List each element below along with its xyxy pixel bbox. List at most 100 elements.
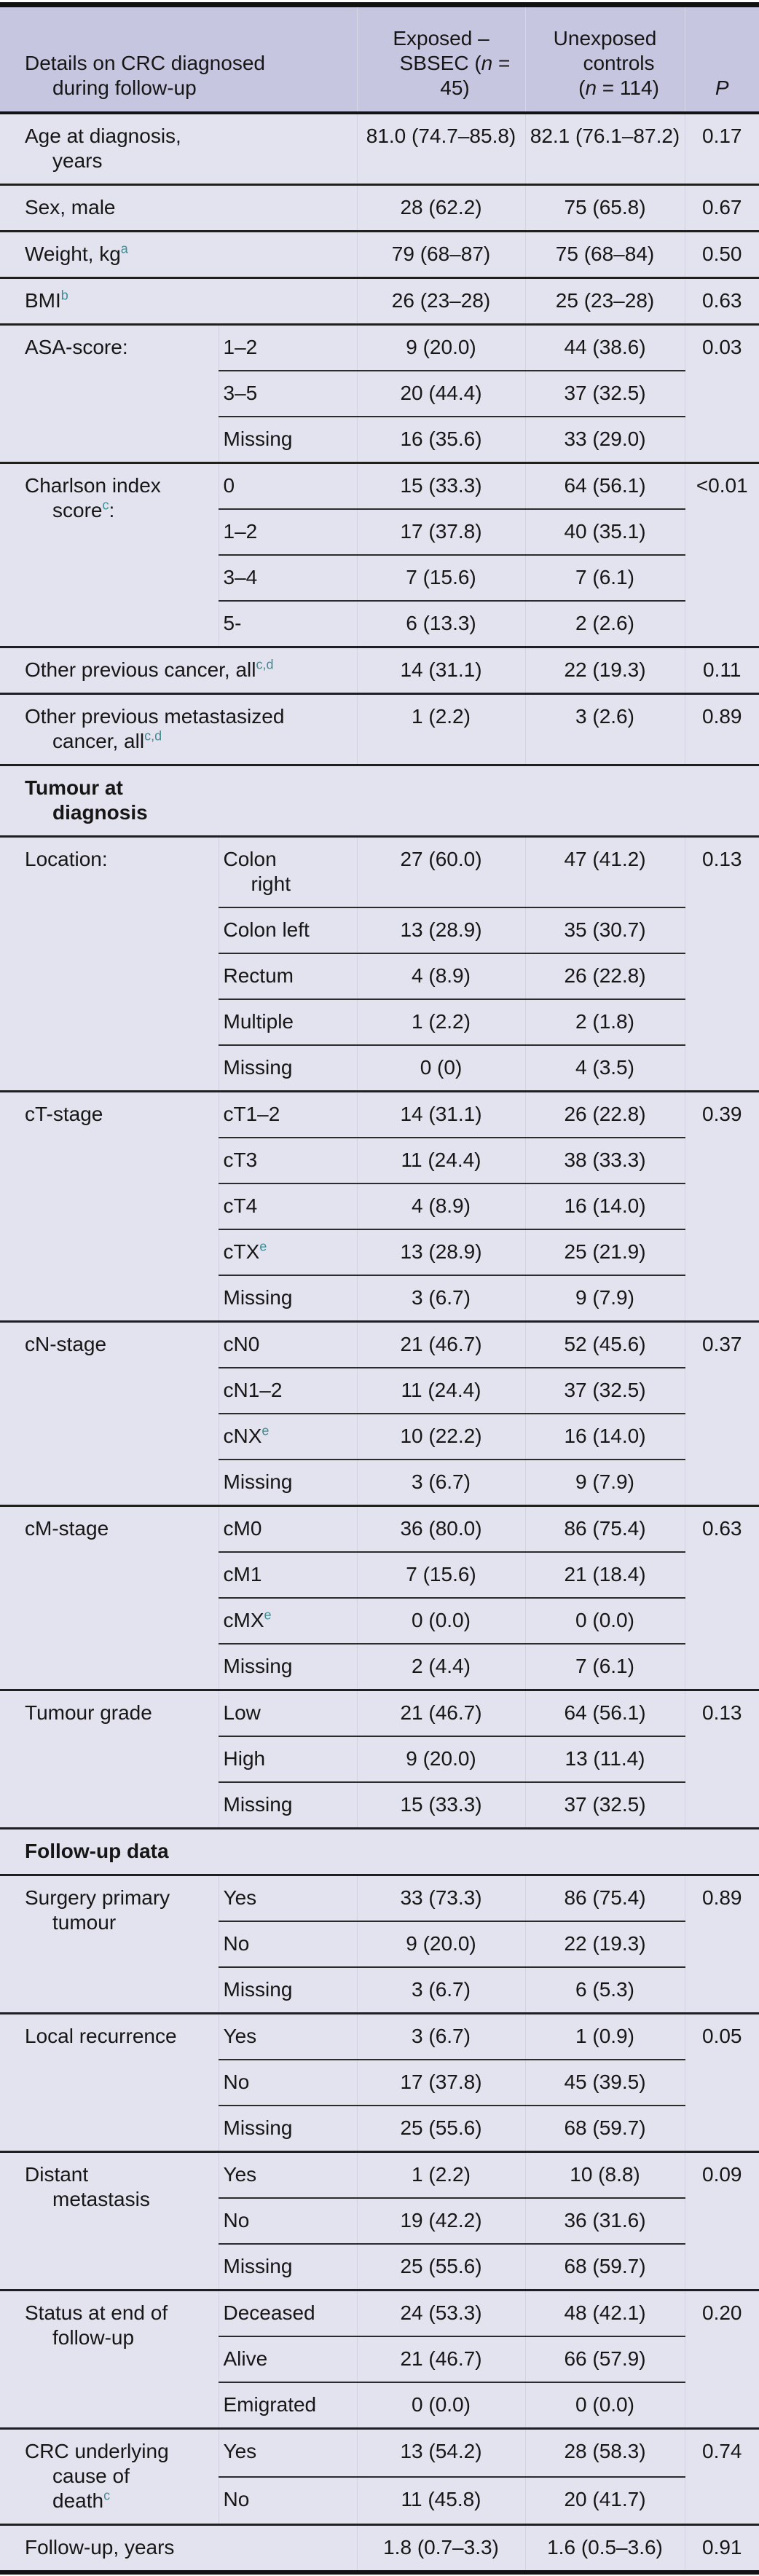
row-label: Distant metastasis [0,2151,219,2291]
p-value: 0.17 [684,111,759,185]
text-line: 25 (21.9) [564,1240,646,1263]
text-line: 6 (5.3) [575,1978,634,2001]
sub-label: cMXe [218,1598,357,1645]
text-line: 20 (41.7) [564,2487,646,2510]
col-header-unexposed: Unexposed controls (n = 114) [524,4,685,114]
text-line: Colon [223,848,277,870]
text-line: 11 (24.4) [401,1149,481,1171]
exposed-value: 2 (4.4) [356,1644,525,1690]
text-line: 7 (15.6) [406,1563,476,1586]
text-line: cancer, allc,d [52,728,162,752]
footnote-marker: c [103,2488,111,2503]
exposed-value: 21 (46.7) [356,2336,525,2383]
text-line: 75 (65.8) [564,196,646,218]
row-label: CRC underlying cause of deathc [0,2427,219,2525]
table-header: Details on CRC diagnosed during follow-up… [0,4,759,114]
exposed-value: 14 (31.1) [356,646,525,694]
text-line: 0.13 [702,848,742,870]
text-line: Follow-up data [25,1840,169,1862]
text-line: deathc [52,2488,111,2512]
table-subrow: Surgery primary tumour Yes 33 (73.3) 86 (75.… [0,1874,759,2014]
exposed-value: 7 (15.6) [356,555,525,602]
table-subrow: cT-stage cT1–2 14 (31.1) 26 (22.8) 0.39 [0,1090,759,1322]
text-line: 9 (7.9) [575,1286,634,1309]
sub-label: Missing [218,1644,357,1690]
table-subrow: cN-stage cN0 21 (46.7) 52 (45.6) 0.37 [0,1320,759,1506]
row-label: Sex, male [0,184,357,232]
row-label: Tumour grade [0,1689,219,1829]
text-line: 7 (6.1) [575,566,634,588]
text-line: 37 (32.5) [564,1793,646,1816]
text-line: 21 (18.4) [564,1563,646,1586]
p-value: 0.74 [684,2427,759,2525]
text-line: 13 (11.4) [565,1747,645,1770]
p-value: 0.13 [684,835,759,1092]
table-subrow: CRC underlying cause of deathc Yes 13 (54.2)… [0,2427,759,2525]
unexposed-value: 6 (5.3) [524,1967,685,2014]
unexposed-value: 3 (2.6) [524,693,685,765]
exposed-value: 28 (62.2) [356,184,525,232]
text-line: <0.01 [696,474,748,497]
text-line: 0 (0.0) [575,1609,634,1631]
text-line: 1 (0.9) [575,2025,634,2047]
table-row: BMIb 26 (23–28) 25 (23–28) 0.63 [0,277,759,325]
exposed-value: 21 (46.7) [356,1320,525,1368]
table-subrow: ASA-score: 1–2 9 (20.0) 44 (38.6) 0.03 [0,323,759,463]
text-line: Distant [25,2163,89,2186]
text-line: Details on CRC diagnosed [25,52,265,74]
sub-label: Missing [218,1967,357,2014]
text-line: Other previous cancer, allc,d [25,657,274,681]
unexposed-value: 36 (31.6) [524,2198,685,2245]
p-value: 0.50 [684,230,759,278]
sub-label: High [218,1736,357,1783]
text-line: metastasis [52,2188,150,2210]
exposed-value: 6 (13.3) [356,601,525,647]
table-subrow: Missing 3 (6.7) 9 (7.9) [0,1460,759,1506]
table-row: Other previous metastasized cancer, allc,… [0,693,759,765]
sub-label: Yes [218,1874,357,1922]
p-value: 0.03 [684,323,759,463]
unexposed-value: 33 (29.0) [524,417,685,463]
section-header: Tumour at diagnosis [0,764,759,837]
table-subrow: Rectum 4 (8.9) 26 (22.8) [0,953,759,1000]
text-line: cM1 [223,1563,262,1586]
exposed-value: 19 (42.2) [356,2198,525,2245]
row-label: Location: [0,835,219,1092]
text-line: 7 (15.6) [406,566,476,588]
sub-label: cNXe [218,1414,357,1460]
text-line: Yes [223,1886,257,1909]
exposed-value: 79 (68–87) [356,230,525,278]
unexposed-value: 26 (22.8) [524,953,685,1000]
exposed-value: 11 (24.4) [356,1368,525,1414]
exposed-value: 3 (6.7) [356,1460,525,1506]
text-line: cT4 [223,1194,258,1217]
unexposed-value: 0 (0.0) [524,1598,685,1645]
col-header-details: Details on CRC diagnosed during follow-up [0,4,357,114]
text-line: 5- [223,612,242,634]
table-subrow: 1–2 17 (37.8) 40 (35.1) [0,509,759,556]
text-line: 4 (8.9) [412,1194,471,1217]
table-subrow: cNXe 10 (22.2) 16 (14.0) [0,1414,759,1460]
sub-label: 3–5 [218,371,357,417]
table-subrow: Local recurrence Yes 3 (6.7) 1 (0.9) 0.05 [0,2012,759,2152]
text-line: Yes [223,2163,257,2186]
text-line: cMXe [223,1607,272,1631]
text-line: Missing [223,1978,293,2001]
sub-label: No [218,2476,357,2525]
section-row: Follow-up data [0,1827,759,1875]
table-subrow: Missing 15 (33.3) 37 (32.5) [0,1782,759,1829]
text-line: 0.13 [702,1701,742,1724]
exposed-value: 10 (22.2) [356,1414,525,1460]
text-line: 25 (55.6) [400,2255,482,2277]
col-header-p: P [684,4,759,114]
text-line: 0.03 [702,336,742,358]
text-line: Tumour grade [25,1701,152,1724]
table-row: Sex, male 28 (62.2) 75 (65.8) 0.67 [0,184,759,232]
exposed-value: 36 (80.0) [356,1505,525,1553]
unexposed-value: 52 (45.6) [524,1320,685,1368]
text-line: SBSEC (n = 45) [399,52,511,99]
text-line: ASA-score: [25,336,128,358]
text-line: 33 (73.3) [400,1886,482,1909]
text-line: 0.39 [702,1103,742,1125]
